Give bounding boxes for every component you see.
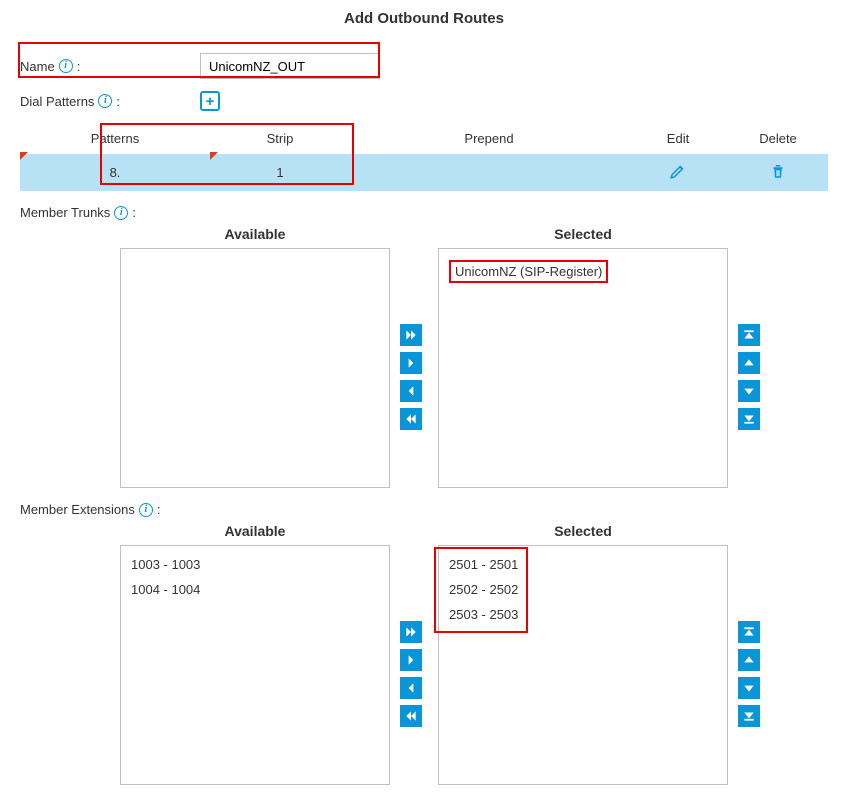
- name-input[interactable]: [200, 53, 380, 79]
- move-all-right-button[interactable]: [400, 324, 422, 346]
- move-top-button[interactable]: [738, 621, 760, 643]
- cell-prepend: [350, 154, 628, 191]
- move-up-button[interactable]: [738, 352, 760, 374]
- info-icon[interactable]: i: [139, 503, 153, 517]
- delete-icon[interactable]: [769, 162, 787, 180]
- list-item[interactable]: UnicomNZ (SIP-Register): [447, 255, 719, 288]
- page-title: Add Outbound Routes: [0, 0, 848, 47]
- colon: :: [77, 59, 81, 74]
- colon: :: [157, 502, 161, 517]
- move-right-button[interactable]: [400, 352, 422, 374]
- list-item[interactable]: 2502 - 2502: [447, 577, 719, 602]
- info-icon[interactable]: i: [114, 206, 128, 220]
- colon: :: [132, 205, 136, 220]
- edit-icon[interactable]: [669, 162, 687, 180]
- name-label: Name i:: [20, 59, 190, 74]
- selected-header: Selected: [438, 523, 728, 545]
- available-header: Available: [120, 523, 390, 545]
- trunks-selected-list[interactable]: UnicomNZ (SIP-Register): [438, 248, 728, 488]
- move-down-button[interactable]: [738, 380, 760, 402]
- col-edit: Edit: [628, 123, 728, 154]
- table-row[interactable]: 8. 1: [20, 154, 828, 191]
- available-header: Available: [120, 226, 390, 248]
- dial-patterns-label-text: Dial Patterns: [20, 94, 94, 109]
- member-extensions-label: Member Extensions i:: [0, 488, 848, 523]
- info-icon[interactable]: i: [59, 59, 73, 73]
- patterns-table: Patterns Strip Prepend Edit Delete 8. 1: [20, 123, 828, 191]
- list-item[interactable]: 2503 - 2503: [447, 602, 719, 627]
- list-item[interactable]: 1003 - 1003: [129, 552, 381, 577]
- marker-triangle: [20, 152, 28, 160]
- list-item[interactable]: 2501 - 2501: [447, 552, 719, 577]
- list-item[interactable]: 1004 - 1004: [129, 577, 381, 602]
- col-patterns: Patterns: [20, 123, 210, 154]
- move-up-button[interactable]: [738, 649, 760, 671]
- move-down-button[interactable]: [738, 677, 760, 699]
- extensions-selected-list[interactable]: 2501 - 25012502 - 25022503 - 2503: [438, 545, 728, 785]
- move-top-button[interactable]: [738, 324, 760, 346]
- move-all-left-button[interactable]: [400, 408, 422, 430]
- col-delete: Delete: [728, 123, 828, 154]
- member-trunks-label-text: Member Trunks: [20, 205, 110, 220]
- add-pattern-button[interactable]: +: [200, 91, 220, 111]
- info-icon[interactable]: i: [98, 94, 112, 108]
- colon: :: [116, 94, 120, 109]
- trunks-available-list[interactable]: [120, 248, 390, 488]
- cell-pattern: 8.: [20, 154, 210, 191]
- move-left-button[interactable]: [400, 677, 422, 699]
- member-trunks-label: Member Trunks i:: [0, 191, 848, 226]
- name-label-text: Name: [20, 59, 55, 74]
- move-bottom-button[interactable]: [738, 705, 760, 727]
- move-all-left-button[interactable]: [400, 705, 422, 727]
- marker-triangle: [210, 152, 218, 160]
- move-all-right-button[interactable]: [400, 621, 422, 643]
- move-left-button[interactable]: [400, 380, 422, 402]
- dial-patterns-label: Dial Patterns i:: [20, 94, 190, 109]
- selected-header: Selected: [438, 226, 728, 248]
- move-bottom-button[interactable]: [738, 408, 760, 430]
- extensions-available-list[interactable]: 1003 - 10031004 - 1004: [120, 545, 390, 785]
- member-extensions-label-text: Member Extensions: [20, 502, 135, 517]
- col-prepend: Prepend: [350, 123, 628, 154]
- move-right-button[interactable]: [400, 649, 422, 671]
- col-strip: Strip: [210, 123, 350, 154]
- cell-strip: 1: [210, 154, 350, 191]
